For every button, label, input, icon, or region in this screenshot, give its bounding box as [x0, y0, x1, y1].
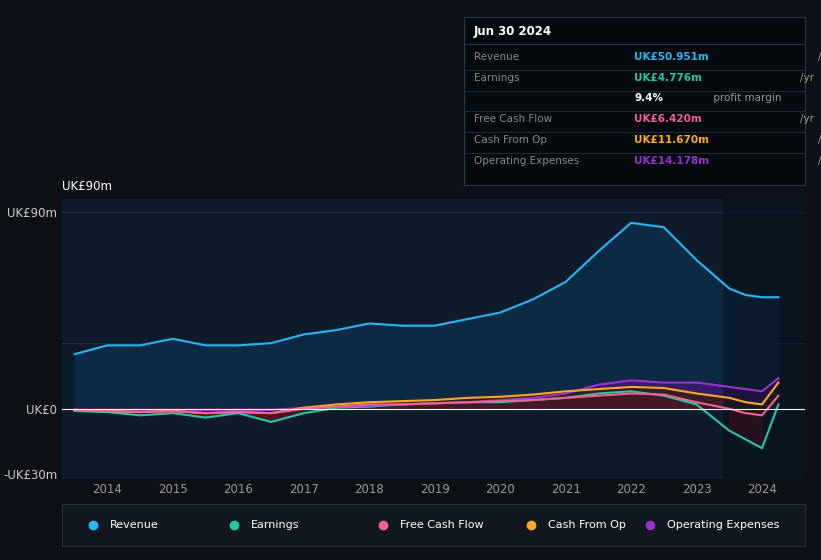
- Text: Operating Expenses: Operating Expenses: [474, 156, 580, 166]
- Text: /yr: /yr: [819, 136, 821, 145]
- Text: Revenue: Revenue: [110, 520, 158, 530]
- Text: Operating Expenses: Operating Expenses: [667, 520, 779, 530]
- Text: 9.4%: 9.4%: [635, 94, 663, 103]
- Text: /yr: /yr: [800, 114, 814, 124]
- Text: UK£50.951m: UK£50.951m: [635, 52, 709, 62]
- Text: Jun 30 2024: Jun 30 2024: [474, 25, 553, 38]
- Text: UK£6.420m: UK£6.420m: [635, 114, 702, 124]
- Text: profit margin: profit margin: [710, 94, 782, 103]
- Text: Cash From Op: Cash From Op: [474, 136, 547, 145]
- Text: UK£14.178m: UK£14.178m: [635, 156, 709, 166]
- Text: UK£11.670m: UK£11.670m: [635, 136, 709, 145]
- Text: Revenue: Revenue: [474, 52, 519, 62]
- Text: /yr: /yr: [819, 52, 821, 62]
- Text: Free Cash Flow: Free Cash Flow: [400, 520, 484, 530]
- Text: Cash From Op: Cash From Op: [548, 520, 626, 530]
- Text: Earnings: Earnings: [474, 73, 520, 83]
- Text: UK£90m: UK£90m: [62, 180, 112, 193]
- Text: /yr: /yr: [800, 73, 814, 83]
- Bar: [722, 199, 805, 479]
- Text: UK£4.776m: UK£4.776m: [635, 73, 702, 83]
- Text: /yr: /yr: [819, 156, 821, 166]
- Text: Earnings: Earnings: [251, 520, 300, 530]
- Text: Free Cash Flow: Free Cash Flow: [474, 114, 553, 124]
